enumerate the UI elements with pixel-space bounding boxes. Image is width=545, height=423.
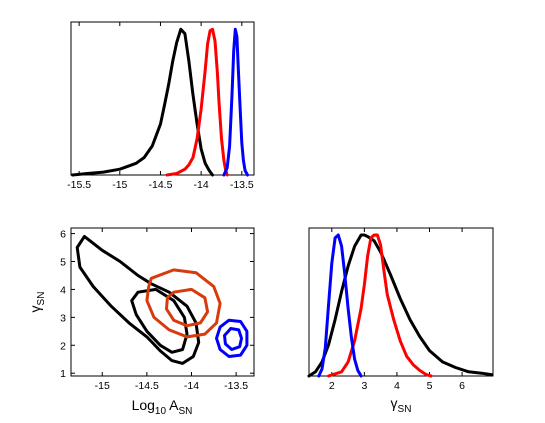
joint-y-axis-label: γSN — [27, 292, 47, 313]
joint-contour-ticks: -15 -14.5 -14 -13.5 1 2 3 4 5 6 — [60, 228, 254, 392]
joint-y-tick-label: 6 — [60, 229, 66, 241]
joint-contour-series — [75, 234, 249, 365]
joint-y-tick-label: 5 — [60, 257, 66, 269]
joint-y-tick-label: 4 — [60, 284, 66, 296]
right-series-line-2 — [317, 233, 363, 378]
joint-contour-outer-0 — [75, 234, 201, 365]
top-histogram-series — [71, 27, 249, 177]
right-x-axis-label: γSN — [391, 395, 412, 415]
joint-contour-inner-5 — [223, 327, 243, 351]
joint-contour-outer-4 — [215, 318, 249, 358]
joint-x-tick-label: -14.5 — [135, 380, 159, 392]
joint-contour-inner-1 — [130, 287, 189, 354]
top-histogram-axes-box — [70, 21, 255, 176]
joint-contour-inner-3 — [165, 287, 210, 328]
joint-x-tick-label: -15 — [95, 380, 110, 392]
top-series-line-0 — [71, 27, 214, 177]
joint-x-axis-label: Log10 ASN — [132, 397, 193, 417]
top-x-tick-label: -15.5 — [67, 179, 91, 191]
right-series-line-0 — [307, 233, 493, 378]
right-series-line-1 — [327, 233, 433, 378]
right-x-tick-label: 6 — [459, 380, 465, 392]
top-x-tick-label: -14 — [194, 179, 209, 191]
right-x-tick-label: 4 — [394, 380, 400, 392]
joint-y-tick-label: 1 — [60, 368, 66, 380]
top-series-line-2 — [222, 27, 249, 177]
right-x-tick-label: 3 — [361, 380, 367, 392]
joint-y-tick-label: 2 — [60, 340, 66, 352]
joint-contour-panel: -15 -14.5 -14 -13.5 1 2 3 4 5 6 Log10 ASN γSN — [27, 227, 255, 417]
right-x-tick-label: 2 — [329, 380, 335, 392]
joint-contour-outer-2 — [145, 268, 222, 339]
top-histogram-panel: -15.5 -15 -14.5 -14 -13.5 — [67, 21, 255, 191]
joint-x-tick-label: -13.5 — [224, 380, 248, 392]
right-histogram-series — [307, 233, 493, 378]
top-x-tick-label: -15 — [112, 179, 127, 191]
right-histogram-panel: 2 3 4 5 6 γSN — [307, 227, 494, 415]
top-x-tick-label: -14.5 — [148, 179, 172, 191]
top-series-line-1 — [165, 27, 229, 177]
top-x-tick-label: -13.5 — [230, 179, 254, 191]
top-histogram-ticks: -15.5 -15 -14.5 -14 -13.5 — [67, 22, 254, 191]
right-x-tick-label: 5 — [427, 380, 433, 392]
joint-x-tick-label: -14 — [184, 380, 199, 392]
joint-y-tick-label: 3 — [60, 312, 66, 324]
